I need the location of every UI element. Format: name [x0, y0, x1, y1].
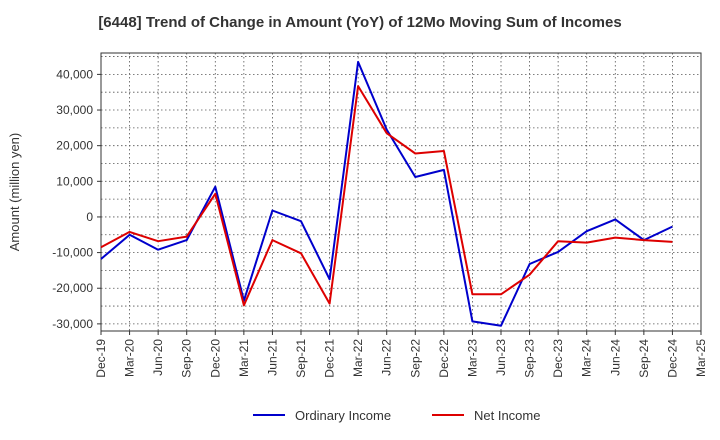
grid-layer: [100, 53, 702, 331]
y-axis-label: Amount (million yen): [7, 133, 22, 252]
x-tick-label: Sep-22: [408, 339, 422, 378]
y-tick-label: 10,000: [56, 174, 93, 188]
x-tick-label: Sep-21: [294, 339, 308, 378]
x-tick-label: Dec-21: [323, 339, 337, 378]
x-tick-label: Jun-21: [265, 339, 279, 376]
x-tick-label: Jun-23: [494, 339, 508, 376]
y-tick-label: 0: [86, 210, 93, 224]
x-tick-label: Dec-23: [551, 339, 565, 378]
x-tick-label: Jun-20: [151, 339, 165, 376]
y-tick-label: -30,000: [52, 317, 93, 331]
y-tick-label: 30,000: [56, 103, 93, 117]
legend-label-1: Net Income: [474, 408, 540, 423]
x-tick-label: Jun-24: [608, 339, 622, 376]
x-tick-label: Dec-20: [208, 339, 222, 378]
y-tick-label: 40,000: [56, 67, 93, 81]
x-tick-label: Sep-20: [180, 339, 194, 378]
legend-label-0: Ordinary Income: [295, 408, 391, 423]
legend-layer: Ordinary Income Net Income: [253, 408, 540, 423]
x-tick-label: Jun-22: [380, 339, 394, 376]
x-tick-label: Dec-19: [94, 339, 108, 378]
x-tick-label: Mar-24: [580, 339, 594, 377]
y-tick-label: 20,000: [56, 139, 93, 153]
series-layer: [100, 60, 673, 327]
y-tick-label: -20,000: [52, 281, 93, 295]
plot-frame: [100, 52, 702, 332]
y-tick-label: -10,000: [52, 246, 93, 260]
x-tick-label: Dec-24: [665, 339, 679, 378]
x-tick-label: Mar-20: [123, 339, 137, 377]
axes-layer: -30,000 -20,000 -10,000 0 10,000 20,000 30,000…: [7, 52, 708, 378]
x-tick-label: Mar-22: [351, 339, 365, 377]
x-tick-label: Sep-24: [637, 339, 651, 378]
series-line-1: [100, 85, 673, 307]
x-tick-label: Dec-22: [437, 339, 451, 378]
x-tick-label: Mar-21: [237, 339, 251, 377]
x-tick-label: Sep-23: [523, 339, 537, 378]
x-tick-label: Mar-23: [465, 339, 479, 377]
chart-title: [6448] Trend of Change in Amount (YoY) o…: [98, 14, 622, 31]
x-tick-label: Mar-25: [694, 339, 708, 377]
